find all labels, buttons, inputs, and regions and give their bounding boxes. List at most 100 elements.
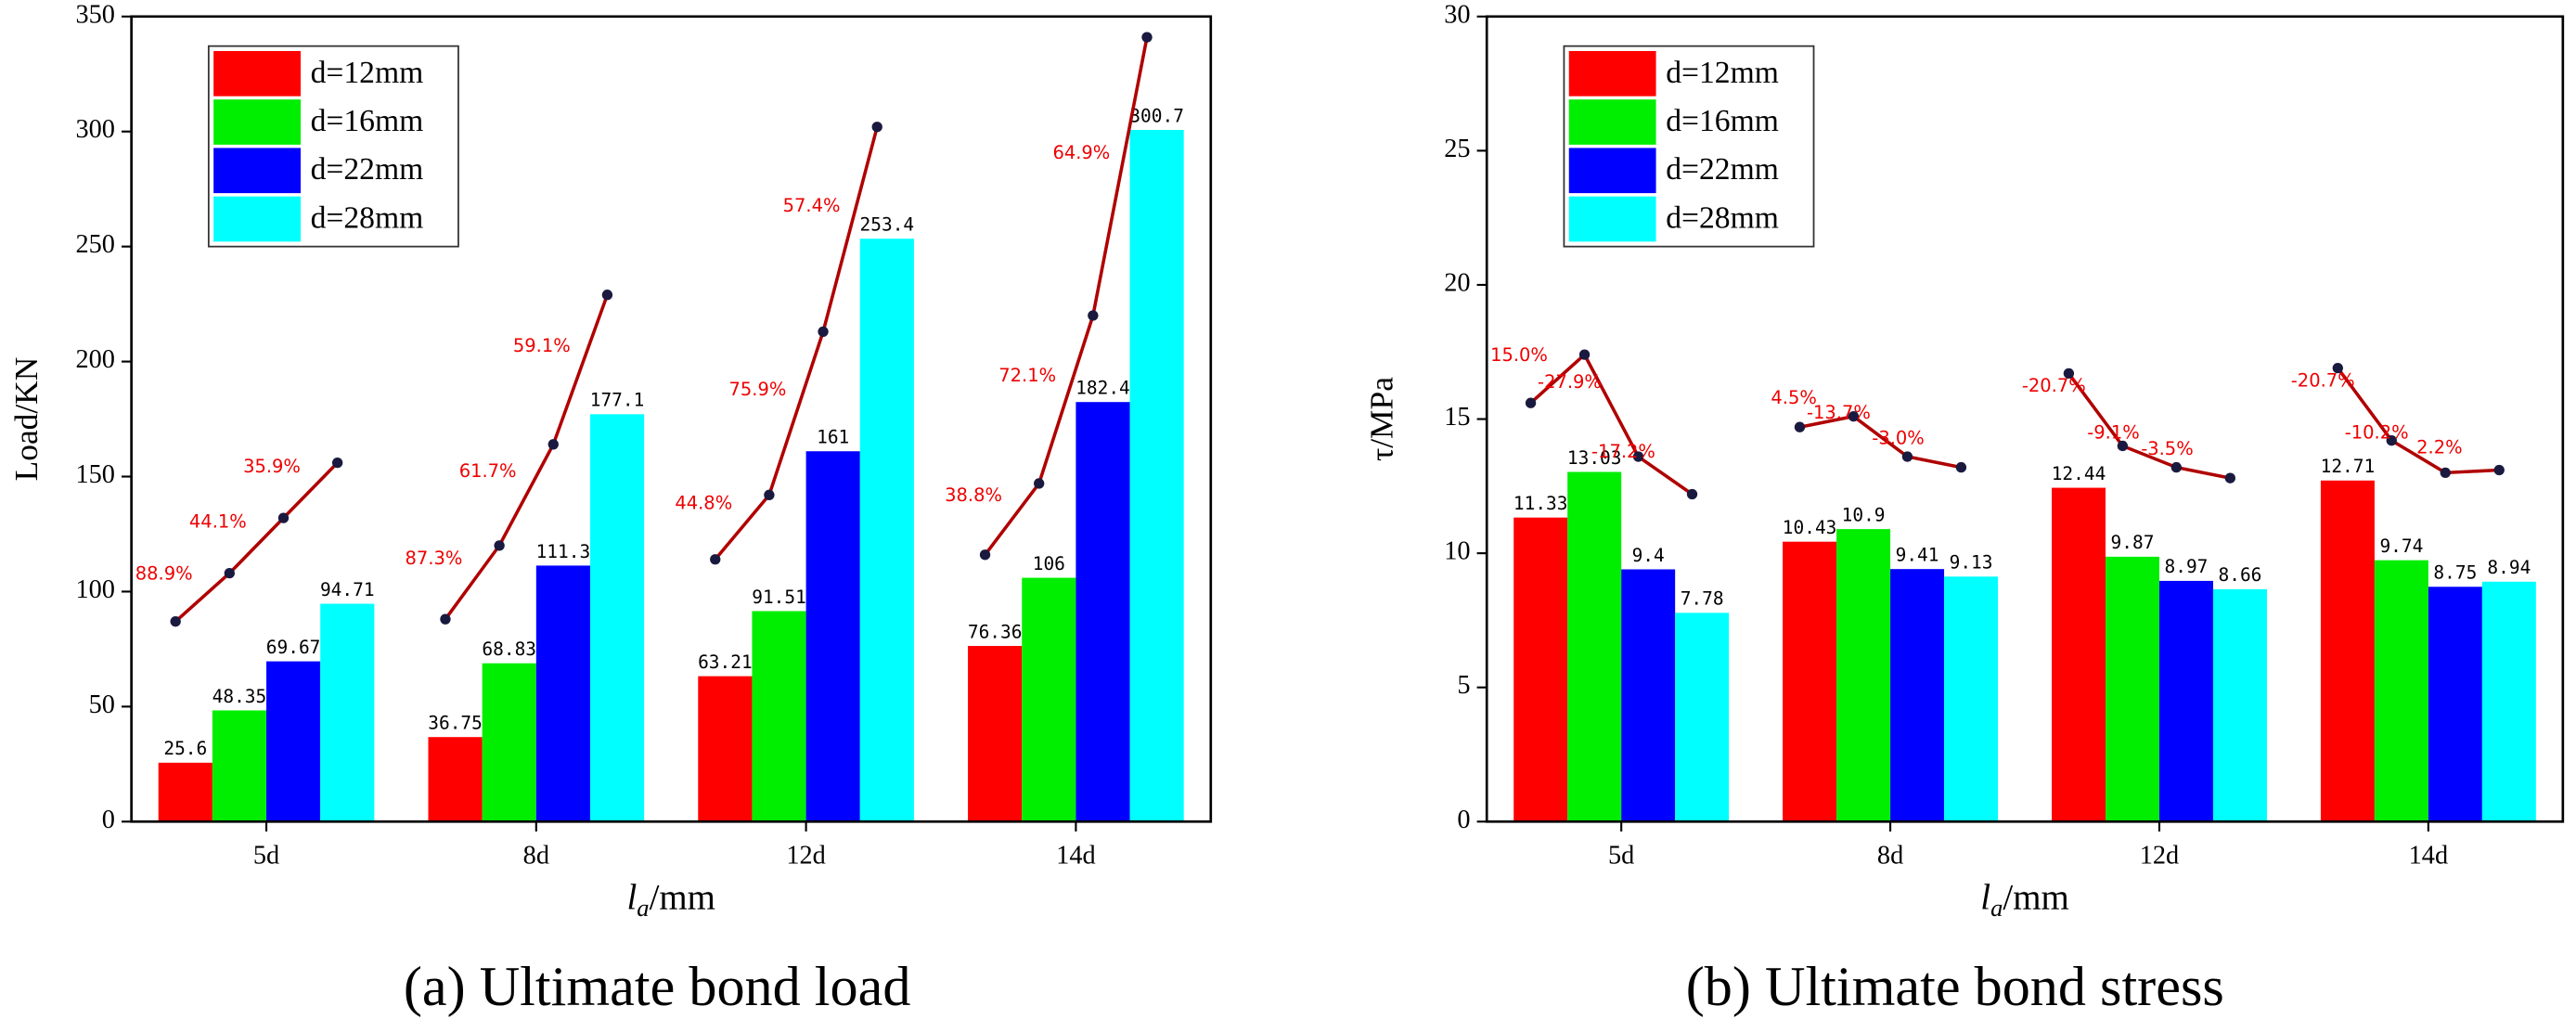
y-tick-label: 200 <box>75 345 114 374</box>
trend-point <box>2332 362 2343 374</box>
trend-line <box>714 126 879 561</box>
y-axis-label: τ/MPa <box>1363 377 1400 461</box>
trend-point <box>871 122 882 133</box>
trend-point <box>1034 478 1045 489</box>
trend-point <box>224 567 235 579</box>
legend-label: d=16mm <box>311 104 424 138</box>
percent-label: -9.1% <box>2087 422 2140 444</box>
bar-value-label: 12.71 <box>2321 456 2376 477</box>
percent-label: 88.9% <box>135 562 193 584</box>
x-axis-label-part: l <box>626 877 637 917</box>
bar-value-label: 11.33 <box>1513 493 1568 514</box>
bar-value-label: 111.3 <box>536 541 591 562</box>
x-tick-label: 5d <box>1608 842 1634 871</box>
percent-label: 87.3% <box>406 548 463 569</box>
percent-label: 75.9% <box>729 379 787 400</box>
x-tick-label: 14d <box>1056 842 1095 871</box>
legend-label: d=22mm <box>311 152 424 187</box>
bar-value-label: 48.35 <box>213 686 267 707</box>
x-axis-label-part: a <box>637 894 649 922</box>
x-tick-label: 14d <box>2409 842 2448 871</box>
bar-value-label: 9.74 <box>2379 535 2423 557</box>
bar <box>2212 588 2267 822</box>
trend-point <box>979 549 991 561</box>
bar-value-label: 25.6 <box>163 738 207 759</box>
bar-value-label: 91.51 <box>752 587 806 608</box>
y-tick-label: 30 <box>1444 0 1470 29</box>
percent-label: 59.1% <box>513 335 571 356</box>
y-tick-label: 10 <box>1444 537 1470 566</box>
trend-line <box>984 36 1149 556</box>
bar-value-label: 253.4 <box>860 214 915 236</box>
y-tick-label: 50 <box>89 690 115 719</box>
percent-label: 35.9% <box>243 456 301 477</box>
trend-point <box>1686 488 1698 500</box>
bar <box>320 603 375 822</box>
x-tick-label: 8d <box>1877 842 1903 871</box>
y-tick-label: 0 <box>1457 806 1470 834</box>
bar <box>1836 529 1891 822</box>
bar-value-label: 8.75 <box>2433 562 2477 584</box>
y-tick-label: 25 <box>1444 135 1470 163</box>
bar <box>2481 581 2536 822</box>
bar-value-label: 9.4 <box>1632 545 1665 566</box>
trend-point <box>1901 451 1913 462</box>
trend-point <box>1141 32 1153 43</box>
percent-label: -20.7% <box>2022 375 2086 396</box>
bar-value-label: 13.03 <box>1567 447 1622 469</box>
legend-label: d=16mm <box>1666 104 1779 138</box>
legend-swatch <box>213 50 301 97</box>
trend-point <box>2117 440 2129 452</box>
trend-point <box>710 554 721 565</box>
percent-label: -3.0% <box>1872 428 1925 449</box>
bar <box>859 239 914 822</box>
trend-line <box>2067 372 2231 480</box>
percent-label: -10.2% <box>2345 422 2409 444</box>
bar <box>2105 556 2159 822</box>
percent-label: 57.4% <box>783 195 841 216</box>
percent-label: -17.2% <box>1591 441 1655 462</box>
x-axis-label: la/mm <box>626 877 715 922</box>
bar-value-label: 8.66 <box>2219 564 2262 586</box>
x-tick-label: 5d <box>253 842 279 871</box>
percent-label: 38.8% <box>945 484 1002 506</box>
bar-value-label: 10.9 <box>1842 504 1886 525</box>
trend-point <box>601 290 613 301</box>
bar <box>2052 487 2106 822</box>
trend-point <box>1088 310 1099 321</box>
bar-value-label: 10.43 <box>1783 517 1837 538</box>
trend-point <box>2493 464 2505 476</box>
bar-value-label: 7.78 <box>1681 588 1724 610</box>
bar <box>158 762 213 822</box>
x-axis-label-part: l <box>1980 877 1990 917</box>
bar <box>428 737 483 822</box>
bar-value-label: 69.67 <box>266 637 321 658</box>
trend-point <box>2386 435 2397 446</box>
trend-point <box>1632 451 1644 462</box>
bar <box>482 663 536 822</box>
legend-swatch <box>213 99 301 145</box>
bar-value-label: 182.4 <box>1075 378 1130 399</box>
caption: (b) Ultimate bond stress <box>1686 956 2224 1018</box>
trend-point <box>1955 461 1967 473</box>
x-tick-label: 8d <box>523 842 549 871</box>
trend-point <box>2063 368 2075 380</box>
bar <box>1890 569 1945 822</box>
bar-value-label: 9.13 <box>1950 552 1993 574</box>
trend-point <box>547 439 559 450</box>
bar <box>1022 577 1076 822</box>
trend-point <box>331 457 343 469</box>
trend-point <box>2170 461 2183 473</box>
x-axis-label-part: /mm <box>2003 877 2068 917</box>
percent-label: 61.7% <box>459 460 517 482</box>
plot-frame <box>130 15 1213 823</box>
bar <box>1075 402 1130 822</box>
bar <box>1567 471 1622 822</box>
bar-value-label: 63.21 <box>698 651 753 673</box>
y-tick-label: 100 <box>75 575 114 604</box>
trend-point <box>2224 472 2235 484</box>
bar-value-label: 12.44 <box>2052 463 2106 484</box>
percent-label: -27.9% <box>1538 371 1602 393</box>
y-tick-label: 15 <box>1444 403 1470 432</box>
